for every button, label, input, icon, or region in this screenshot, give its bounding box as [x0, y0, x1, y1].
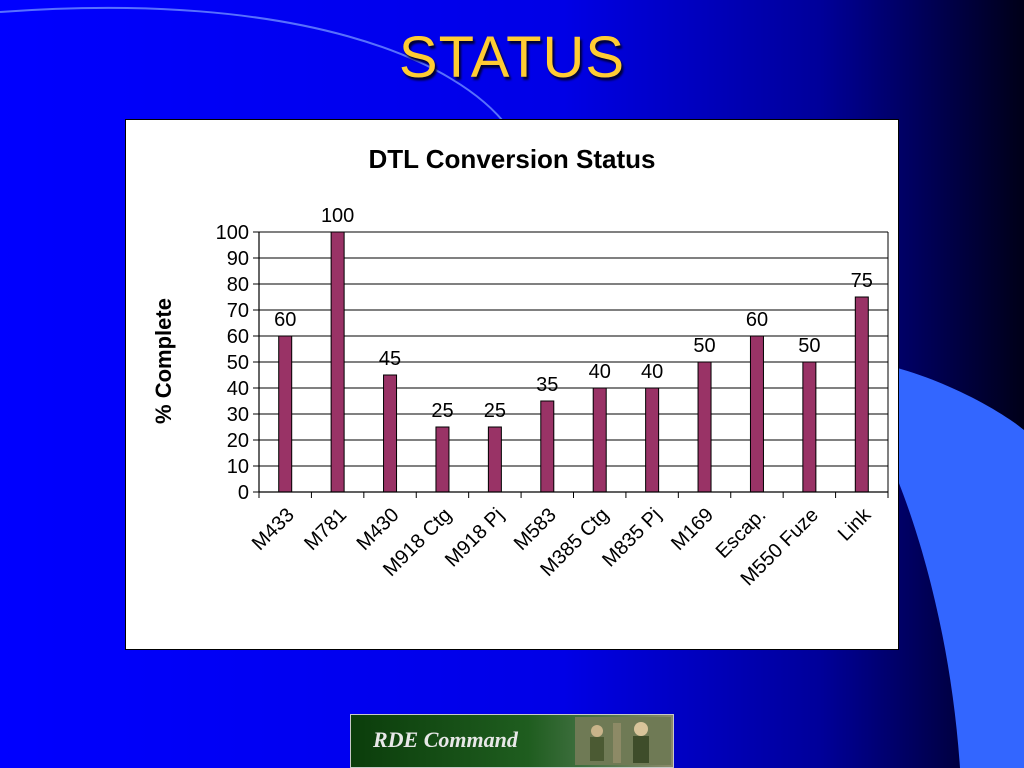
bar: [278, 335, 293, 493]
x-tick-label: Link: [834, 503, 876, 545]
bars: [278, 231, 869, 493]
y-tick-label: 100: [216, 222, 249, 244]
axes: [253, 231, 889, 498]
x-tick-label: M781: [300, 504, 351, 555]
bar: [435, 426, 450, 493]
bar: [645, 387, 660, 493]
slide-title: STATUS: [398, 25, 626, 90]
bar: [540, 400, 555, 493]
data-label: 75: [851, 270, 873, 292]
data-label: 45: [379, 348, 401, 370]
y-tick-label: 70: [227, 300, 249, 322]
y-tick-label: 90: [227, 248, 249, 270]
y-tick-label: 60: [227, 326, 249, 348]
data-label: 60: [274, 309, 296, 331]
y-tick-label: 80: [227, 274, 249, 296]
bar: [487, 426, 502, 493]
y-tick-label: 0: [238, 482, 249, 504]
data-label: 40: [589, 361, 611, 383]
y-tick-label: 50: [227, 352, 249, 374]
chart-container: DTL Conversion Status % Complete 0 10 20 30…: [125, 119, 899, 650]
data-label: 100: [321, 205, 354, 227]
logo-text: RDE Command: [373, 727, 518, 752]
chart-title: DTL Conversion Status: [368, 144, 655, 174]
data-label: 35: [536, 374, 558, 396]
y-tick-label: 30: [227, 404, 249, 426]
labels: 010203040506070809010060M433100M78145M43…: [216, 205, 876, 590]
bar: [749, 335, 764, 493]
y-tick-label: 10: [227, 456, 249, 478]
data-label: 50: [798, 335, 820, 357]
bar: [330, 231, 345, 493]
y-axis-label: % Complete: [151, 298, 176, 424]
bar: [802, 361, 817, 493]
x-tick-label: M835 Pj: [598, 504, 665, 571]
data-label: 25: [431, 400, 453, 422]
y-tick-label: 20: [227, 430, 249, 452]
data-label: 25: [484, 400, 506, 422]
bar: [854, 296, 869, 493]
soldiers-photo-icon: [575, 717, 671, 765]
data-label: 50: [693, 335, 715, 357]
y-tick-label: 40: [227, 378, 249, 400]
x-tick-label: M433: [248, 504, 299, 555]
data-label: 60: [746, 309, 768, 331]
bar: [592, 387, 607, 493]
rde-command-logo: RDE Command: [350, 714, 674, 768]
gridlines: [259, 231, 888, 467]
bar: [383, 374, 398, 493]
bar: [697, 361, 712, 493]
data-label: 40: [641, 361, 663, 383]
x-tick-label: M918 Pj: [441, 504, 508, 571]
bar-chart: DTL Conversion Status % Complete 0 10 20 30…: [151, 144, 889, 590]
